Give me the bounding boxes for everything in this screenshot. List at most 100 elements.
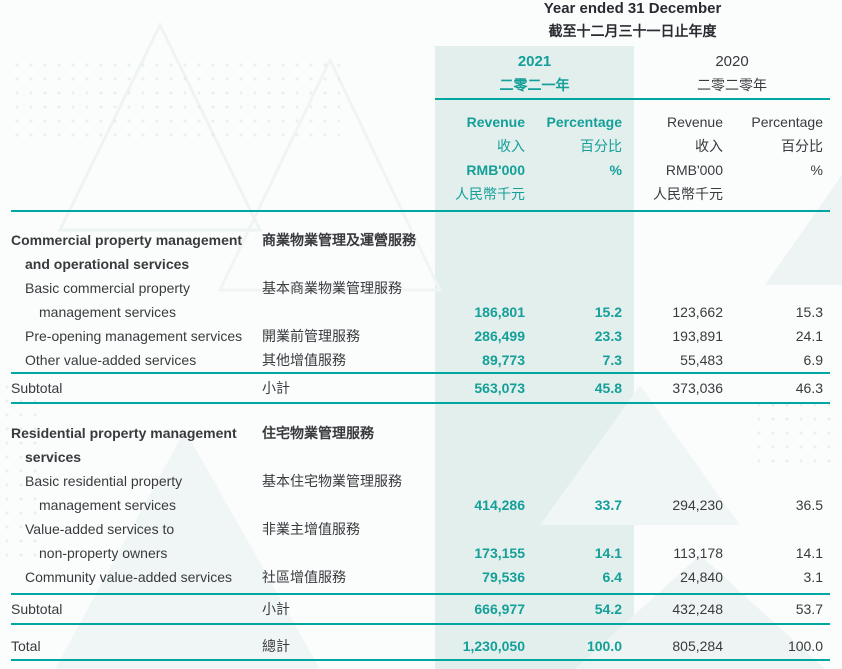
revenue-2020: 55,483 [680, 352, 723, 368]
percentage-2021: 23.3 [594, 328, 622, 344]
period-title-zh: 截至十二月三十一日止年度 [548, 23, 717, 39]
revenue-2020: 193,891 [672, 328, 723, 344]
dot-grid [10, 58, 340, 146]
year-2020-zh: 二零二零年 [697, 77, 767, 93]
percentage-2021: 6.4 [602, 569, 622, 585]
revenue-2021: 173,155 [474, 545, 525, 561]
percentage-2021: 45.8 [594, 380, 622, 396]
revenue-2021: 563,073 [474, 380, 525, 396]
col-header-unit: RMB'000 [665, 162, 723, 178]
col-header-label-zh: 收入 [695, 138, 723, 154]
row-label-en: Community value-added services [25, 569, 232, 585]
revenue-2020: 294,230 [672, 497, 723, 513]
col-header-percentage-2021: Percentage 百分比 % [534, 110, 634, 206]
percentage-2020: 100.0 [787, 638, 823, 654]
period-title-en: Year ended 31 December [543, 0, 722, 17]
col-header-label: Percentage [751, 114, 823, 130]
percentage-2020: 14.1 [795, 545, 823, 561]
col-header-unit: % [810, 162, 823, 178]
percentage-2021: 54.2 [594, 601, 622, 617]
row-label-zh: 非業主增值服務 [262, 521, 360, 537]
row-label-en: Basic commercial property management ser… [25, 280, 190, 320]
row-label-zh: 基本住宅物業管理服務 [262, 473, 402, 489]
percentage-2021: 14.1 [594, 545, 622, 561]
revenue-2021: 414,286 [474, 497, 525, 513]
percentage-2021: 100.0 [586, 638, 622, 654]
row-label-zh: 其他增值服務 [262, 352, 346, 368]
year-2020-en: 2020 [715, 53, 749, 70]
col-header-label: Revenue [466, 114, 525, 130]
revenue-2020: 123,662 [672, 304, 723, 320]
row-label-zh: 基本商業物業管理服務 [262, 280, 402, 296]
percentage-2020: 15.3 [795, 304, 823, 320]
table-row-other-vas: Other value-added services 其他增值服務 89,773… [11, 348, 830, 372]
revenue-2021: 79,536 [482, 569, 525, 585]
year-2021-zh: 二零二一年 [499, 77, 570, 93]
revenue-2021: 286,499 [474, 328, 525, 344]
table-row-basic-commercial: Basic commercial property management ser… [11, 276, 830, 324]
revenue-2020: 24,840 [680, 569, 723, 585]
row-label-en: Value-added services to non-property own… [25, 521, 175, 561]
revenue-2021: 89,773 [482, 352, 525, 368]
percentage-2020: 53.7 [795, 601, 823, 617]
percentage-2020: 6.9 [803, 352, 823, 368]
table-row-community-vas: Community value-added services 社區增值服務 79… [11, 565, 830, 589]
row-label-en: Total [11, 638, 41, 654]
percentage-2021: 7.3 [602, 352, 622, 368]
row-label-zh: 商業物業管理及運營服務 [262, 232, 416, 248]
percentage-2021: 15.2 [594, 304, 622, 320]
col-header-label: Percentage [546, 114, 622, 130]
percentage-2020: 3.1 [803, 569, 823, 585]
col-header-revenue-2020: Revenue 收入 RMB'000 人民幣千元 [634, 110, 730, 206]
percentage-2021: 33.7 [594, 497, 622, 513]
table-row-subtotal-commercial: Subtotal 小計 563,073 45.8 373,036 46.3 [11, 372, 830, 404]
percentage-2020: 36.5 [795, 497, 823, 513]
revenue-2021: 1,230,050 [462, 638, 525, 654]
revenue-table: Commercial property management and opera… [11, 210, 830, 661]
col-header-label-zh: 收入 [497, 138, 525, 154]
percentage-2020: 24.1 [795, 328, 823, 344]
year-2021: 2021 二零二一年 [435, 53, 634, 93]
table-header: Year ended 31 December 截至十二月三十一日止年度 2021… [435, 0, 830, 206]
row-label-en: Commercial property management and opera… [11, 232, 243, 272]
col-header-label-zh: 百分比 [580, 138, 622, 154]
revenue-2020: 805,284 [672, 638, 723, 654]
col-header-revenue-2021: Revenue 收入 RMB'000 人民幣千元 [435, 110, 534, 206]
table-row-residential-section: Residential property management services… [11, 421, 830, 469]
revenue-2020: 432,248 [672, 601, 723, 617]
revenue-2021: 666,977 [474, 601, 525, 617]
col-header-unit: % [609, 162, 622, 178]
revenue-2020: 373,036 [672, 380, 723, 396]
table-row-commercial-section: Commercial property management and opera… [11, 228, 830, 276]
row-label-zh: 住宅物業管理服務 [262, 425, 374, 441]
row-label-zh: 小計 [262, 601, 290, 617]
row-label-en: Subtotal [11, 601, 63, 617]
col-header-percentage-2020: Percentage 百分比 % [730, 110, 830, 206]
row-label-zh: 總計 [262, 638, 290, 654]
row-label-en: Basic residential property management se… [25, 473, 183, 513]
table-row-total: Total 總計 1,230,050 100.0 805,284 100.0 [11, 625, 830, 661]
col-header-unit-zh: 人民幣千元 [653, 186, 723, 202]
row-label-zh: 社區增值服務 [262, 569, 346, 585]
table-row-subtotal-residential: Subtotal 小計 666,977 54.2 432,248 53.7 [11, 593, 830, 625]
col-header-label: Revenue [666, 114, 723, 130]
year-row: 2021 二零二一年 2020 二零二零年 [435, 46, 830, 100]
revenue-2021: 186,801 [474, 304, 525, 320]
year-2020: 2020 二零二零年 [634, 53, 830, 93]
year-2021-en: 2021 [517, 53, 552, 70]
col-header-label-zh: 百分比 [781, 138, 823, 154]
row-label-zh: 開業前管理服務 [262, 328, 360, 344]
row-label-en: Other value-added services [25, 352, 197, 368]
column-headers-row: Revenue 收入 RMB'000 人民幣千元 Percentage 百分比 … [435, 100, 830, 206]
row-label-en: Pre-opening management services [25, 328, 243, 344]
col-header-unit: RMB'000 [466, 162, 525, 178]
percentage-2020: 46.3 [795, 380, 823, 396]
row-label-en: Subtotal [11, 380, 63, 396]
table-row-basic-residential: Basic residential property management se… [11, 469, 830, 517]
col-header-unit-zh: 人民幣千元 [455, 186, 525, 202]
table-row-vas-non-property-owners: Value-added services to non-property own… [11, 517, 830, 565]
row-label-en: Residential property management services [11, 425, 237, 465]
revenue-2020: 113,178 [673, 545, 723, 561]
row-label-zh: 小計 [262, 380, 290, 396]
